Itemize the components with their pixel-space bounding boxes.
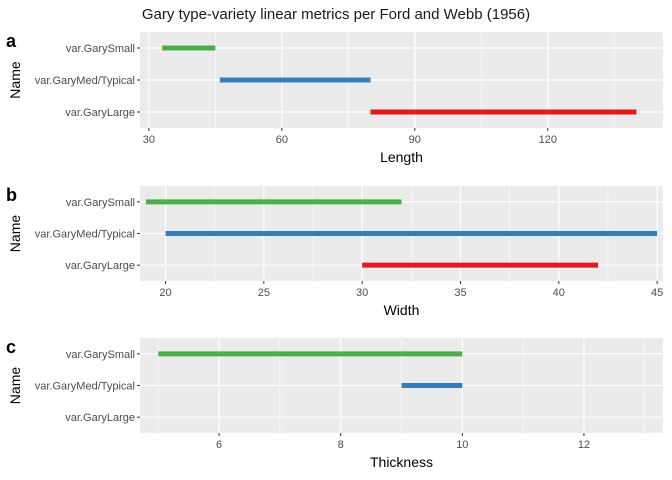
- y-tick-label: var.GaryMed/Typical: [35, 381, 135, 393]
- x-tick-label: 12: [578, 439, 590, 451]
- x-tick-label: 10: [456, 439, 468, 451]
- x-tick-label: 8: [338, 439, 344, 451]
- x-tick-label: 60: [276, 134, 288, 146]
- panel-tag: b: [6, 185, 17, 205]
- x-tick-label: 25: [258, 287, 270, 299]
- x-tick-label: 30: [143, 134, 155, 146]
- y-tick-label: var.GaryLarge: [65, 260, 135, 272]
- y-tick-label: var.GarySmall: [66, 43, 135, 55]
- x-tick-label: 120: [539, 134, 557, 146]
- y-tick-label: var.GaryMed/Typical: [35, 229, 135, 241]
- panel-tag: a: [6, 31, 17, 51]
- x-tick-label: 40: [553, 287, 565, 299]
- y-tick-label: var.GarySmall: [66, 349, 135, 361]
- x-tick-label: 30: [356, 287, 368, 299]
- x-tick-label: 45: [651, 287, 663, 299]
- y-tick-label: var.GaryLarge: [65, 412, 135, 424]
- x-tick-label: 35: [454, 287, 466, 299]
- x-tick-label: 20: [159, 287, 171, 299]
- x-axis-title: Width: [384, 302, 420, 318]
- panel-tag: c: [6, 337, 16, 357]
- y-axis-title: Name: [7, 367, 23, 405]
- y-tick-label: var.GarySmall: [66, 197, 135, 209]
- x-axis-title: Thickness: [370, 454, 433, 470]
- y-axis-title: Name: [7, 215, 23, 253]
- y-tick-label: var.GaryMed/Typical: [35, 75, 135, 87]
- x-tick-label: 6: [216, 439, 222, 451]
- chart-title: Gary type-variety linear metrics per For…: [142, 6, 530, 23]
- y-tick-label: var.GaryLarge: [65, 107, 135, 119]
- x-axis-title: Length: [380, 149, 423, 165]
- x-tick-label: 90: [409, 134, 421, 146]
- y-axis-title: Name: [7, 61, 23, 99]
